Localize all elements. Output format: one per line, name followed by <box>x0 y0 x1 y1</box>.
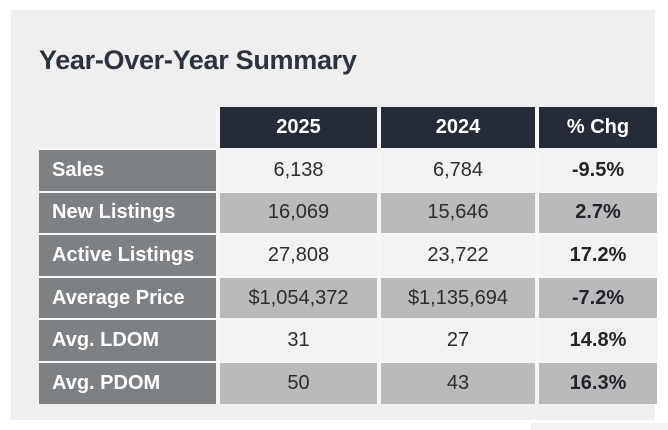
cell-2025: 16,069 <box>220 192 377 234</box>
cell-2024: 27 <box>381 320 535 361</box>
row-label: Average Price <box>39 277 216 319</box>
row-label: New Listings <box>39 192 216 234</box>
page-title: Year-Over-Year Summary <box>39 45 357 75</box>
col-header-2025: 2025 <box>220 107 377 148</box>
cell-pct-chg: 14.8% <box>539 320 657 361</box>
cell-pct-chg: -7.2% <box>539 277 657 319</box>
cell-2024: 23,722 <box>381 235 535 276</box>
cell-2025: 6,138 <box>220 150 377 191</box>
row-label: Avg. LDOM <box>39 320 216 361</box>
table-corner-cell <box>39 107 216 148</box>
yoy-summary-table: 2025 2024 % Chg Sales 6,138 6,784 -9.5% … <box>39 107 657 404</box>
cell-2024: 43 <box>381 362 535 404</box>
cell-2025: 50 <box>220 362 377 404</box>
cell-2024: 15,646 <box>381 192 535 234</box>
cell-pct-chg: 17.2% <box>539 235 657 276</box>
row-label: Avg. PDOM <box>39 362 216 404</box>
row-label: Sales <box>39 150 216 191</box>
cell-2025: $1,054,372 <box>220 277 377 319</box>
cell-2024: 6,784 <box>381 150 535 191</box>
cell-2024: $1,135,694 <box>381 277 535 319</box>
cell-pct-chg: 2.7% <box>539 192 657 234</box>
col-header-2024: 2024 <box>381 107 535 148</box>
summary-card: Year-Over-Year Summary 2025 2024 % Chg S… <box>11 10 657 420</box>
row-label: Active Listings <box>39 235 216 276</box>
cell-2025: 27,808 <box>220 235 377 276</box>
col-header-pct-chg: % Chg <box>539 107 657 148</box>
cell-pct-chg: -9.5% <box>539 150 657 191</box>
cell-2025: 31 <box>220 320 377 361</box>
cell-pct-chg: 16.3% <box>539 362 657 404</box>
next-card-edge <box>531 423 668 430</box>
